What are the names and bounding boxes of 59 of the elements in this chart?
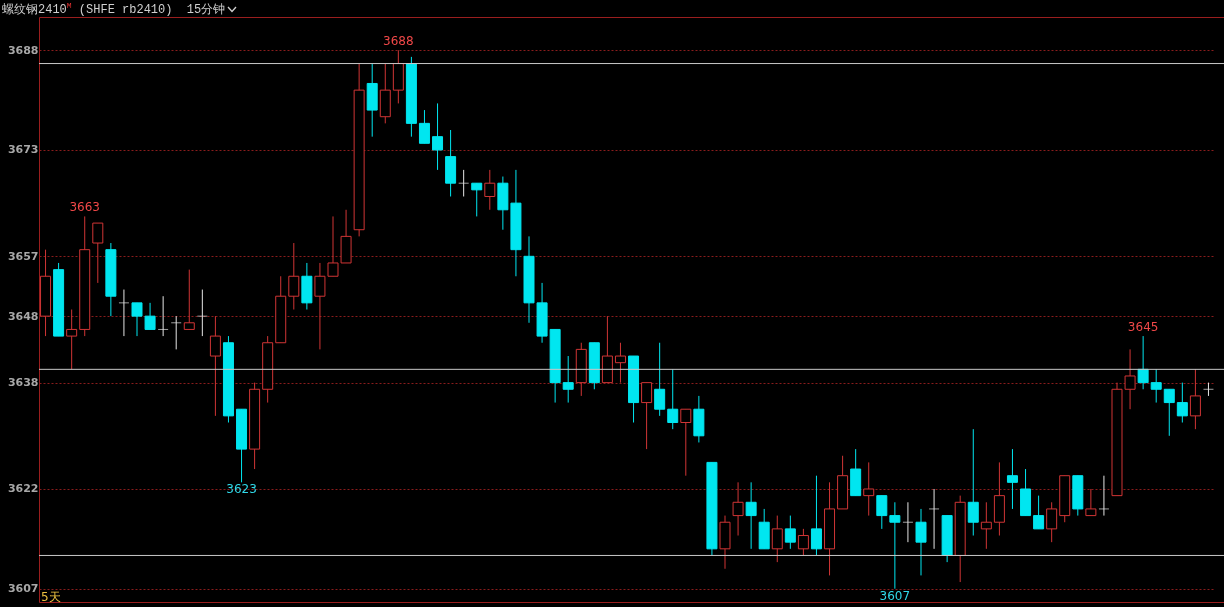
annotation: 3623 [226, 482, 257, 497]
y-tick-label: 3648 [7, 309, 39, 323]
candlestick [667, 368, 679, 430]
y-tick-label: 3688 [7, 43, 39, 57]
candlestick [876, 495, 888, 530]
candlestick [171, 315, 182, 350]
annotation: 3645 [1127, 320, 1159, 335]
candlestick [66, 309, 78, 370]
y-tick-label: 3607 [7, 582, 39, 596]
candlestick [1203, 382, 1214, 397]
candlestick [288, 242, 300, 310]
candlestick [1176, 382, 1188, 424]
candlestick [1085, 488, 1097, 517]
chart-title: 螺纹钢2410$^{M}$ (SHFE rb2410) 15分钟 [2, 1, 226, 18]
candlestick [732, 481, 744, 537]
candlestick [1150, 368, 1162, 404]
candlestick [810, 475, 822, 556]
candlestick [614, 342, 626, 384]
candlestick [771, 515, 783, 563]
candlestick [1163, 388, 1175, 437]
candlestick [1006, 448, 1018, 510]
candlestick [1033, 495, 1045, 530]
annotation: 5天 [41, 589, 61, 606]
candlestick [92, 222, 104, 284]
candlestick [158, 295, 169, 337]
annotation: 3663 [69, 200, 101, 215]
y-tick-label: 3673 [7, 143, 39, 157]
candlestick [929, 488, 940, 550]
candlestick [797, 528, 809, 556]
annotation: 3688 [383, 34, 414, 49]
candlestick [458, 169, 469, 197]
candlestick [784, 515, 796, 550]
candlestick [641, 382, 653, 450]
candlestick [484, 169, 496, 211]
candlestick [1189, 368, 1201, 430]
y-tick-label: 3638 [7, 376, 39, 390]
candlestick [980, 501, 992, 550]
candlestick [967, 428, 979, 537]
candlestick [745, 481, 757, 550]
candlestick [418, 109, 430, 144]
candlestick [1046, 501, 1058, 543]
candlestick [889, 501, 901, 590]
candlestick [654, 342, 666, 417]
candlestick [1137, 335, 1149, 390]
candlestick [562, 355, 574, 404]
candlestick [118, 289, 129, 337]
candlestick [902, 501, 913, 543]
candlestick [197, 289, 208, 337]
candlestick [183, 269, 195, 330]
candlestick [209, 315, 221, 417]
candlestick [432, 102, 444, 171]
candlestick [1098, 475, 1109, 517]
annotation: 3607 [879, 588, 911, 603]
candlestick [863, 461, 875, 517]
candlestick [471, 182, 483, 217]
candlestick [915, 508, 927, 576]
candlestick [680, 408, 692, 477]
y-tick-label: 3657 [7, 249, 39, 263]
y-tick-label: 3622 [7, 482, 39, 496]
